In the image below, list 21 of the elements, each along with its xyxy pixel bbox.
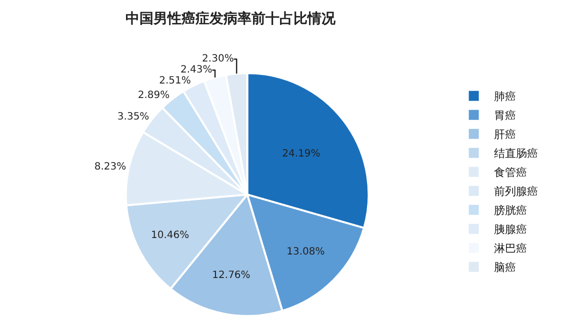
legend-label: 结直肠癌 — [494, 147, 538, 160]
data-label: 2.89% — [138, 90, 170, 101]
legend-label: 胰腺癌 — [494, 223, 527, 236]
legend-label: 肝癌 — [494, 128, 516, 142]
data-label: 2.51% — [159, 76, 191, 87]
legend-label: 食管癌 — [494, 166, 527, 180]
data-label: 12.76% — [212, 270, 250, 282]
data-label: 24.19% — [282, 148, 320, 160]
legend-label: 前列腺癌 — [494, 185, 538, 198]
data-label: 2.30% — [202, 54, 234, 65]
data-label: 13.08% — [286, 246, 325, 258]
chart-title: 中国男性癌症发病率前十占比情况 — [125, 10, 336, 27]
legend-label: 脑癌 — [494, 261, 516, 274]
legend-label: 胃癌 — [494, 109, 516, 122]
legend-label: 淋巴癌 — [494, 242, 527, 256]
data-label: 3.35% — [117, 112, 150, 123]
data-label: 2.43% — [180, 64, 212, 76]
data-label: 8.23% — [94, 162, 126, 173]
legend-label: 膀胱癌 — [494, 204, 527, 218]
legend-label: 肺癌 — [494, 90, 516, 104]
data-label: 10.46% — [150, 230, 190, 242]
